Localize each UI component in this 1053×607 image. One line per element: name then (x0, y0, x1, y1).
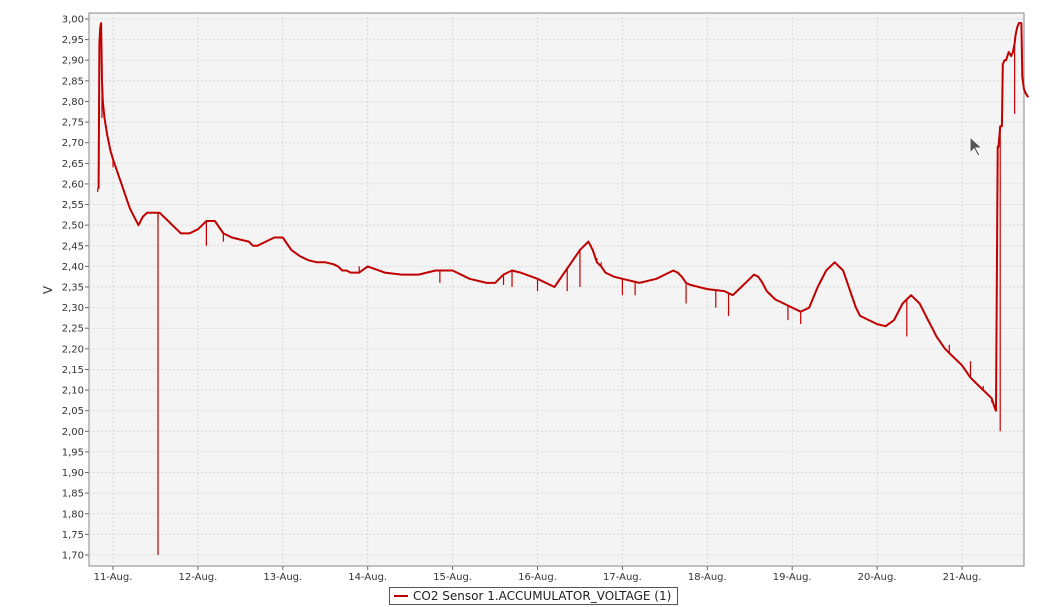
y-tick-label: 2,10 (62, 386, 84, 397)
x-tick-label: 16-Aug. (518, 572, 557, 583)
x-tick-label: 14-Aug. (348, 572, 387, 583)
legend[interactable]: CO2 Sensor 1.ACCUMULATOR_VOLTAGE (1) (389, 587, 679, 605)
y-tick-label: 1,80 (62, 509, 84, 520)
y-tick-label: 2,70 (62, 138, 84, 149)
y-tick-label: 2,50 (62, 221, 84, 232)
plot-area (88, 12, 1025, 567)
x-tick-label: 12-Aug. (178, 572, 217, 583)
y-axis-label: V (41, 285, 55, 294)
legend-series-label: CO2 Sensor 1.ACCUMULATOR_VOLTAGE (1) (413, 589, 672, 603)
y-axis-ticks: 3,00 2,95 2,90 2,85 2,80 2,75 2,70 2,65 2,60 2,55… (62, 15, 89, 562)
y-tick-label: 2,25 (62, 324, 84, 335)
y-tick-label: 2,20 (62, 344, 84, 355)
y-tick-label: 2,90 (62, 56, 84, 67)
y-tick-label: 1,85 (62, 489, 84, 500)
y-tick-label: 2,85 (62, 76, 84, 87)
y-tick-label: 2,05 (62, 406, 84, 417)
y-tick-label: 3,00 (62, 15, 84, 26)
y-tick-label: 2,45 (62, 241, 84, 252)
x-tick-label: 13-Aug. (263, 572, 302, 583)
x-tick-label: 21-Aug. (943, 572, 982, 583)
mouse-cursor-icon (969, 136, 983, 157)
x-tick-label: 20-Aug. (858, 572, 897, 583)
y-tick-label: 2,30 (62, 303, 84, 314)
y-tick-label: 1,70 (62, 551, 84, 562)
series-line (97, 22, 1030, 412)
y-tick-label: 2,75 (62, 118, 84, 129)
y-tick-label: 2,40 (62, 262, 84, 273)
plot-background (88, 12, 1025, 567)
y-tick-label: 1,90 (62, 468, 84, 479)
y-tick-label: 2,15 (62, 365, 84, 376)
x-axis-ticks: 11-Aug. 12-Aug. 13-Aug. 14-Aug. 15-Aug. 16-Au… (94, 566, 982, 583)
y-tick-label: 2,60 (62, 179, 84, 190)
series-layer (97, 22, 1030, 555)
y-tick-label: 1,95 (62, 447, 84, 458)
x-tick-label: 11-Aug. (94, 572, 133, 583)
x-tick-label: 17-Aug. (603, 572, 642, 583)
legend-swatch (394, 595, 408, 597)
y-tick-label: 2,65 (62, 159, 84, 170)
y-tick-label: 2,00 (62, 427, 84, 438)
y-tick-label: 2,80 (62, 97, 84, 108)
y-tick-label: 1,75 (62, 530, 84, 541)
x-tick-label: 15-Aug. (433, 572, 472, 583)
y-tick-label: 2,35 (62, 283, 84, 294)
y-tick-label: 2,95 (62, 35, 84, 46)
y-tick-label: 2,55 (62, 200, 84, 211)
x-tick-label: 19-Aug. (773, 572, 812, 583)
x-tick-label: 18-Aug. (688, 572, 727, 583)
